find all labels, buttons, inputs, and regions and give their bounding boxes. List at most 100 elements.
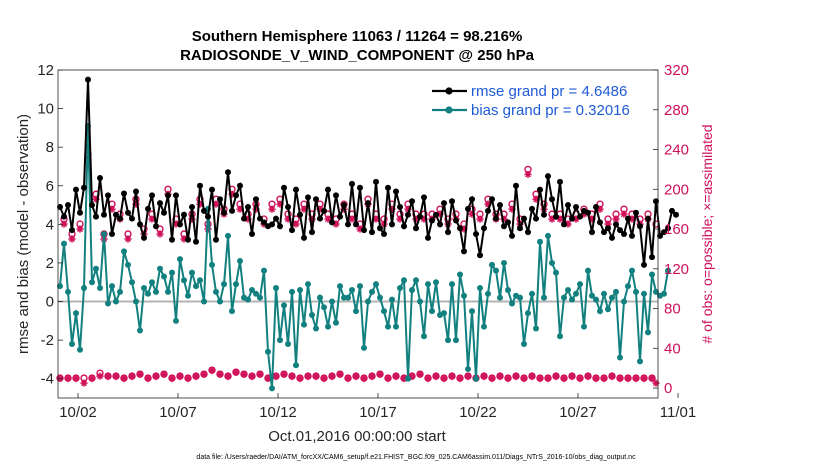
- bias-point: [57, 283, 63, 290]
- rmse-point: [273, 215, 279, 222]
- rmse-point: [197, 182, 203, 189]
- obs-assimilated-point: [208, 366, 216, 374]
- rmse-point: [285, 203, 291, 210]
- bias-point: [621, 298, 627, 305]
- rmse-point: [269, 221, 275, 228]
- bias-point: [541, 294, 547, 301]
- rmse-point: [669, 207, 675, 214]
- bias-point: [453, 337, 459, 344]
- rmse-point: [597, 219, 603, 226]
- bias-point: [545, 232, 551, 239]
- rmse-point: [421, 194, 427, 201]
- bias-point: [509, 300, 515, 307]
- x-tick-label: 10/17: [359, 404, 397, 421]
- bias-point: [305, 281, 311, 288]
- obs-assimilated-point: [184, 374, 192, 382]
- bias-point: [69, 340, 75, 347]
- obs-assimilated-point: [80, 379, 88, 387]
- bias-point: [409, 286, 415, 293]
- rmse-point: [261, 219, 267, 226]
- bias-point: [593, 296, 599, 303]
- rmse-point: [441, 200, 447, 207]
- obs-assimilated-point: [200, 370, 208, 378]
- bias-point: [237, 258, 243, 265]
- obs-assimilated-point: [496, 372, 504, 380]
- right-tick-label: 40: [664, 340, 681, 357]
- left-tick-label: -2: [41, 332, 54, 349]
- rmse-point: [561, 221, 567, 228]
- rmse-point: [429, 217, 435, 224]
- rmse-point: [309, 229, 315, 236]
- rmse-point: [409, 198, 415, 205]
- bias-point: [73, 310, 79, 317]
- rmse-point: [137, 221, 143, 228]
- bias-point: [297, 286, 303, 293]
- rmse-point: [361, 227, 367, 234]
- rmse-point: [473, 231, 479, 237]
- bias-point: [589, 292, 595, 299]
- rmse-point: [201, 207, 207, 214]
- rmse-point: [177, 221, 183, 228]
- bias-point: [433, 279, 439, 286]
- bias-point: [385, 323, 391, 330]
- obs-assimilated-point: [536, 374, 544, 382]
- bias-point: [449, 281, 455, 288]
- x-tick-label: 10/07: [159, 404, 197, 421]
- bias-point: [569, 296, 575, 303]
- left-tick-label: 4: [46, 216, 54, 233]
- obs-assimilated-point: [528, 372, 536, 380]
- rmse-point: [329, 219, 335, 226]
- rmse-point: [121, 190, 127, 197]
- obs-assimilated-point: [652, 379, 660, 387]
- rmse-point: [657, 232, 663, 239]
- obs-assimilated-point: [424, 374, 432, 382]
- right-tick-label: 80: [664, 301, 681, 318]
- rmse-point: [405, 211, 411, 218]
- bias-point: [381, 308, 387, 315]
- rmse-point: [113, 211, 119, 218]
- rmse-point: [117, 215, 123, 222]
- x-axis: 10/02 10/07 10/12 10/17 10/22 10/27 11/01: [59, 393, 696, 421]
- bias-point: [153, 288, 159, 295]
- bias-point: [661, 290, 667, 297]
- rmse-point: [345, 221, 351, 228]
- bias-point: [309, 312, 315, 319]
- rmse-point: [585, 209, 591, 216]
- rmse-point: [453, 217, 459, 224]
- bias-point: [125, 261, 131, 268]
- obs-assimilated-point: [616, 374, 624, 382]
- rmse-point: [333, 192, 339, 199]
- bias-point: [333, 319, 339, 326]
- obs-assimilated-point: [120, 374, 128, 382]
- rmse-point: [293, 186, 299, 193]
- obs-assimilated-point: [216, 370, 224, 378]
- bias-point: [389, 296, 395, 303]
- left-tick-label: 0: [46, 294, 54, 311]
- rmse-point: [449, 198, 455, 205]
- rmse-point: [605, 225, 611, 232]
- obs-assimilated-point: [68, 235, 76, 243]
- bias-point: [565, 286, 571, 293]
- obs-assimilated-point: [520, 374, 528, 382]
- bias-point: [369, 288, 375, 295]
- obs-assimilated-point: [344, 374, 352, 382]
- rmse-point: [249, 231, 255, 237]
- obs-assimilated-point: [128, 372, 136, 380]
- obs-assimilated-point: [248, 372, 256, 380]
- bias-point: [649, 271, 655, 278]
- rmse-point: [173, 192, 179, 199]
- obs-assimilated-point: [176, 372, 184, 380]
- bias-point: [401, 277, 407, 284]
- obs-assimilated-point: [144, 374, 152, 382]
- bias-point: [537, 238, 543, 245]
- bias-point: [417, 298, 423, 305]
- bias-point: [357, 283, 363, 290]
- obs-assimilated-point: [524, 170, 532, 178]
- bias-point: [613, 288, 619, 295]
- obs-assimilated-point: [320, 374, 328, 382]
- obs-assimilated-point: [272, 372, 280, 380]
- bias-point: [77, 346, 83, 353]
- bias-point: [97, 285, 103, 292]
- rmse-point: [277, 223, 283, 230]
- bias-point: [457, 271, 463, 278]
